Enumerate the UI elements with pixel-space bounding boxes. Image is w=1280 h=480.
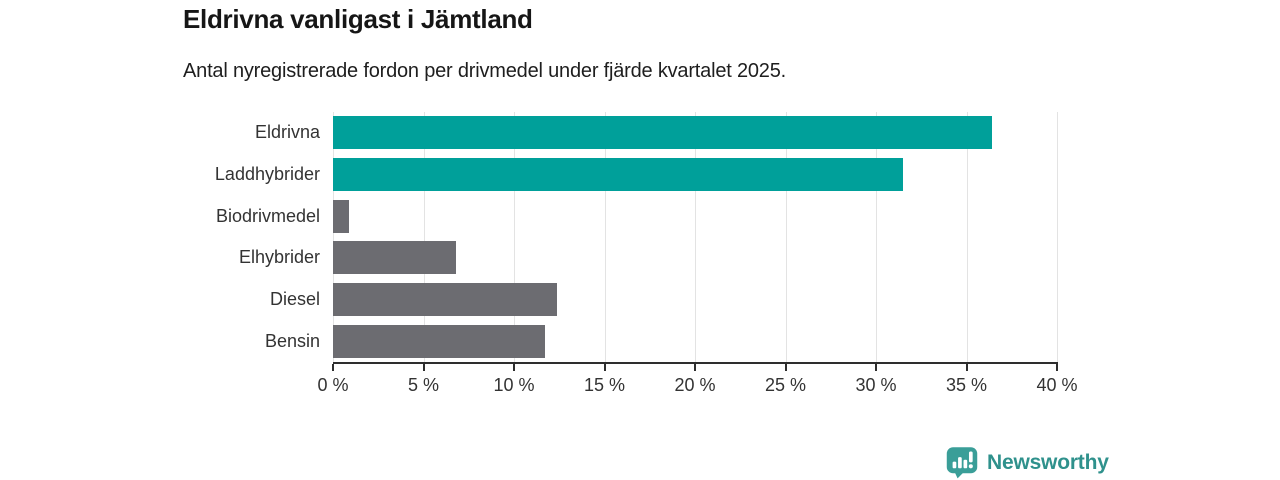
gridline xyxy=(876,112,877,362)
category-label: Biodrivmedel xyxy=(215,205,320,226)
axis-tick xyxy=(1056,364,1058,371)
gridline xyxy=(423,112,425,362)
bar-bensin xyxy=(333,324,545,358)
plot-area xyxy=(333,112,1058,362)
category-labels: Eldrivna Laddhybrider Biodrivmedel Elhybrid… xyxy=(0,112,320,362)
x-axis: 0 % 5 % 10 % 15 % 20 % 25 % 30 % 35 % 40 % xyxy=(317,362,1078,402)
x-axis-line xyxy=(333,362,1058,364)
gridline xyxy=(604,112,606,362)
gridline xyxy=(333,112,334,362)
axis-tick xyxy=(603,364,606,371)
axis-tick-label: 40 % xyxy=(1036,375,1078,395)
bar-laddhybrider xyxy=(333,158,904,191)
axis-tick xyxy=(784,364,787,371)
category-label: Diesel xyxy=(269,288,320,309)
axis-tick xyxy=(875,364,877,371)
gridline xyxy=(1057,112,1058,362)
category-label: Elhybrider xyxy=(238,247,320,268)
bar-diesel xyxy=(333,283,558,316)
axis-tick-label: 5 % xyxy=(407,375,440,395)
gridline xyxy=(966,112,968,362)
axis-tick-label: 25 % xyxy=(764,375,807,395)
category-label: Bensin xyxy=(264,330,320,351)
axis-tick-label: 20 % xyxy=(674,375,716,395)
chart-title: Eldrivna vanligast i Jämtland xyxy=(183,4,533,34)
axis-tick-label: 10 % xyxy=(493,375,535,395)
axis-tick-label: 0 % xyxy=(317,375,349,395)
axis-tick-label: 30 % xyxy=(855,375,897,395)
gridline xyxy=(514,112,515,362)
newsworthy-logo: Newsworthy xyxy=(945,446,1109,479)
bar-eldrivna xyxy=(333,116,992,150)
logo-text: Newsworthy xyxy=(987,450,1109,474)
bar-biodrivmedel xyxy=(333,199,350,233)
axis-tick xyxy=(332,364,334,371)
axis-tick xyxy=(965,364,968,371)
category-label: Laddhybrider xyxy=(214,163,320,184)
gridline xyxy=(695,112,696,362)
axis-tick xyxy=(513,364,515,371)
bar-elhybrider xyxy=(333,241,457,275)
chart-subtitle: Antal nyregistrerade fordon per drivmede… xyxy=(183,60,787,82)
axis-tick xyxy=(422,364,425,371)
gridline xyxy=(785,112,787,362)
bar-chart-bubble-icon xyxy=(946,447,978,479)
axis-tick-label: 35 % xyxy=(945,375,988,395)
axis-tick-label: 15 % xyxy=(583,375,626,395)
category-label: Eldrivna xyxy=(254,122,320,143)
axis-tick xyxy=(694,364,696,371)
